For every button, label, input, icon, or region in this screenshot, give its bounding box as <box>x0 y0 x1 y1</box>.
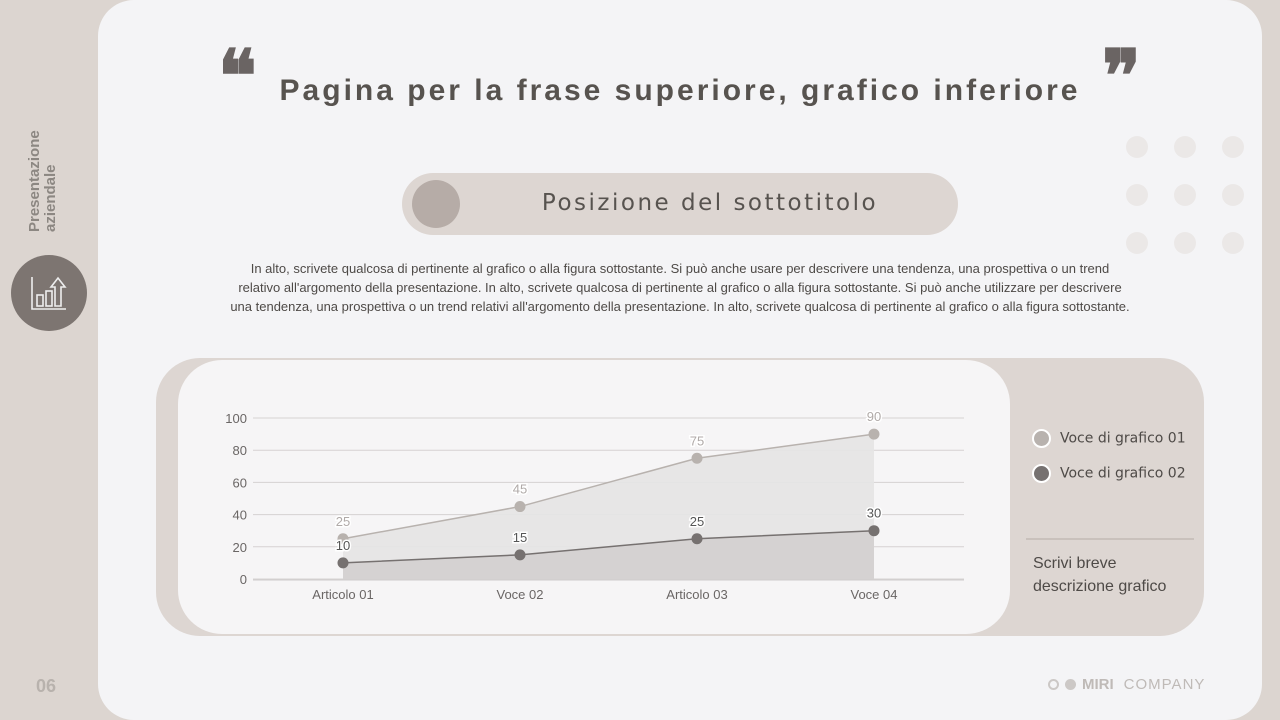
data-point <box>337 533 349 545</box>
data-point <box>514 501 526 513</box>
subtitle-pill: Posizione del sottotitolo <box>402 173 958 235</box>
page-title: Pagina per la frase superiore, grafico i… <box>279 74 1081 107</box>
y-tick-label: 60 <box>233 475 247 490</box>
y-tick-label: 80 <box>233 443 247 458</box>
close-quote-icon: ❞ <box>1102 33 1141 118</box>
y-tick-label: 0 <box>240 572 247 587</box>
data-label: 15 <box>513 530 527 545</box>
bar-chart-growth-icon <box>11 255 87 331</box>
data-label: 45 <box>513 482 527 497</box>
data-point <box>337 557 349 569</box>
data-label: 25 <box>690 514 704 529</box>
legend-item-2: Voce di grafico 02 <box>1032 464 1186 483</box>
body-text: In alto, scrivete qualcosa di pertinente… <box>230 261 1130 314</box>
chart-description: Scrivi breve descrizione grafico <box>1033 555 1167 595</box>
data-point <box>691 452 703 464</box>
series-line <box>342 529 875 564</box>
data-point <box>514 549 526 561</box>
x-tick-label: Articolo 01 <box>312 587 373 602</box>
x-tick-label: Voce 02 <box>497 587 544 602</box>
data-point <box>691 533 703 545</box>
divider <box>1026 538 1194 540</box>
y-tick-label: 20 <box>233 540 247 555</box>
brand-suffix: COMPANY <box>1123 676 1206 693</box>
brand-name: MIRI <box>1082 676 1114 693</box>
x-tick-label: Voce 04 <box>851 587 898 602</box>
data-point <box>868 525 880 537</box>
series-line <box>342 433 875 540</box>
subtitle: Posizione del sottotitolo <box>541 190 879 216</box>
data-point <box>868 428 880 440</box>
data-label: 75 <box>690 433 704 448</box>
page-number: 06 <box>36 676 57 696</box>
data-label: 10 <box>336 538 350 553</box>
series-area <box>343 530 874 579</box>
data-label: 90 <box>867 409 881 424</box>
open-quote-icon: ❝ <box>218 33 257 118</box>
brand-logo: MIRI COMPANY <box>1048 676 1205 693</box>
x-tick-label: Articolo 03 <box>666 587 727 602</box>
decorative-dots <box>1126 136 1244 254</box>
data-label: 25 <box>336 514 350 529</box>
legend-item-1: Voce di grafico 01 <box>1032 429 1186 448</box>
y-tick-label: 100 <box>225 411 247 426</box>
y-tick-label: 40 <box>233 508 247 523</box>
data-label: 30 <box>867 506 881 521</box>
